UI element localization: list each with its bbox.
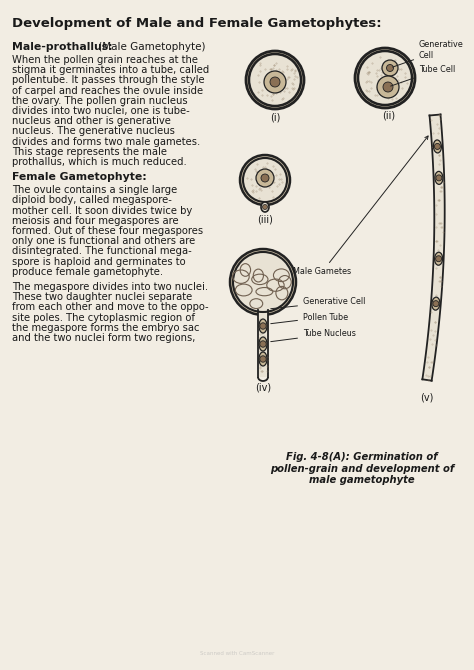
Text: This stage represents the male: This stage represents the male [12, 147, 167, 157]
Text: Male-prothallus:: Male-prothallus: [12, 42, 113, 52]
Circle shape [434, 143, 440, 149]
Ellipse shape [259, 319, 267, 333]
Ellipse shape [261, 202, 269, 212]
Text: stigma it germinates into a tube, called: stigma it germinates into a tube, called [12, 65, 209, 75]
Circle shape [386, 64, 393, 72]
Circle shape [382, 60, 398, 76]
Circle shape [377, 76, 399, 98]
Text: Generative Cell: Generative Cell [271, 297, 365, 309]
Circle shape [260, 323, 266, 329]
Text: site poles. The cytoplasmic region of: site poles. The cytoplasmic region of [12, 313, 195, 322]
Text: pollentube. It passes through the style: pollentube. It passes through the style [12, 76, 205, 85]
Text: Tube Nucleus: Tube Nucleus [271, 330, 356, 342]
Text: The megaspore divides into two nuclei.: The megaspore divides into two nuclei. [12, 282, 208, 292]
Text: produce female gametophyte.: produce female gametophyte. [12, 267, 163, 277]
Text: only one is functional and others are: only one is functional and others are [12, 237, 195, 246]
Text: Female Gametophyte:: Female Gametophyte: [12, 172, 147, 182]
Text: (ii): (ii) [383, 110, 396, 120]
Text: the megaspore forms the embryo sac: the megaspore forms the embryo sac [12, 323, 200, 333]
Text: (iv): (iv) [255, 382, 271, 392]
Circle shape [240, 155, 290, 205]
Text: mother cell. It soon divides twice by: mother cell. It soon divides twice by [12, 206, 192, 216]
Text: divides and forms two male gametes.: divides and forms two male gametes. [12, 137, 200, 147]
Text: Fig. 4-8(A): Germination of
pollen-grain and development of
male gametophyte: Fig. 4-8(A): Germination of pollen-grain… [270, 452, 454, 485]
Text: from each other and move to the oppo-: from each other and move to the oppo- [12, 302, 209, 312]
Circle shape [233, 252, 293, 312]
Ellipse shape [435, 252, 443, 265]
Text: Tube Cell: Tube Cell [391, 66, 455, 86]
Circle shape [436, 256, 442, 262]
Circle shape [243, 158, 287, 202]
Circle shape [230, 249, 296, 315]
Circle shape [261, 174, 269, 182]
Circle shape [260, 341, 266, 347]
Circle shape [263, 204, 267, 210]
Text: Scanned with CamScanner: Scanned with CamScanner [200, 651, 274, 656]
Text: of carpel and reaches the ovule inside: of carpel and reaches the ovule inside [12, 86, 203, 96]
Ellipse shape [433, 140, 441, 153]
Circle shape [355, 48, 415, 108]
Text: nucleus and other is generative: nucleus and other is generative [12, 116, 171, 126]
Text: These two daughter nuclei separate: These two daughter nuclei separate [12, 292, 192, 302]
Text: Pollen Tube: Pollen Tube [271, 312, 348, 324]
Text: The ovule contains a single large: The ovule contains a single large [12, 185, 177, 195]
Circle shape [246, 51, 304, 109]
Circle shape [270, 77, 280, 87]
Text: (iii): (iii) [257, 214, 273, 224]
Circle shape [249, 54, 301, 106]
Text: spore is haploid and germinates to: spore is haploid and germinates to [12, 257, 186, 267]
Circle shape [358, 51, 412, 105]
Ellipse shape [259, 352, 267, 366]
Ellipse shape [432, 297, 440, 310]
Text: (i): (i) [270, 112, 280, 122]
Text: formed. Out of these four megaspores: formed. Out of these four megaspores [12, 226, 203, 236]
Text: (v): (v) [420, 392, 434, 402]
Text: diploid body, called megaspore-: diploid body, called megaspore- [12, 196, 172, 206]
Circle shape [264, 71, 286, 93]
Circle shape [436, 175, 442, 181]
Text: the ovary. The pollen grain nucleus: the ovary. The pollen grain nucleus [12, 96, 188, 106]
Circle shape [260, 356, 266, 362]
Text: and the two nuclei form two regions,: and the two nuclei form two regions, [12, 333, 195, 343]
Text: nucleus. The generative nucleus: nucleus. The generative nucleus [12, 127, 175, 137]
Circle shape [383, 82, 393, 92]
Text: (Male Gametophyte): (Male Gametophyte) [95, 42, 206, 52]
Text: disintegrated. The functional mega-: disintegrated. The functional mega- [12, 247, 192, 257]
Text: divides into two nuclei, one is tube-: divides into two nuclei, one is tube- [12, 106, 190, 116]
Circle shape [256, 169, 274, 187]
Text: Development of Male and Female Gametophytes:: Development of Male and Female Gametophy… [12, 17, 382, 30]
Ellipse shape [435, 172, 443, 184]
Polygon shape [422, 115, 445, 381]
Text: When the pollen grain reaches at the: When the pollen grain reaches at the [12, 55, 198, 65]
Ellipse shape [259, 337, 267, 351]
Text: prothallus, which is much reduced.: prothallus, which is much reduced. [12, 157, 187, 167]
Text: meiosis and four megaspores are: meiosis and four megaspores are [12, 216, 179, 226]
Polygon shape [258, 310, 268, 377]
Text: Generative
Cell: Generative Cell [392, 40, 464, 67]
Circle shape [433, 301, 439, 307]
Text: Male Gametes: Male Gametes [293, 136, 428, 277]
